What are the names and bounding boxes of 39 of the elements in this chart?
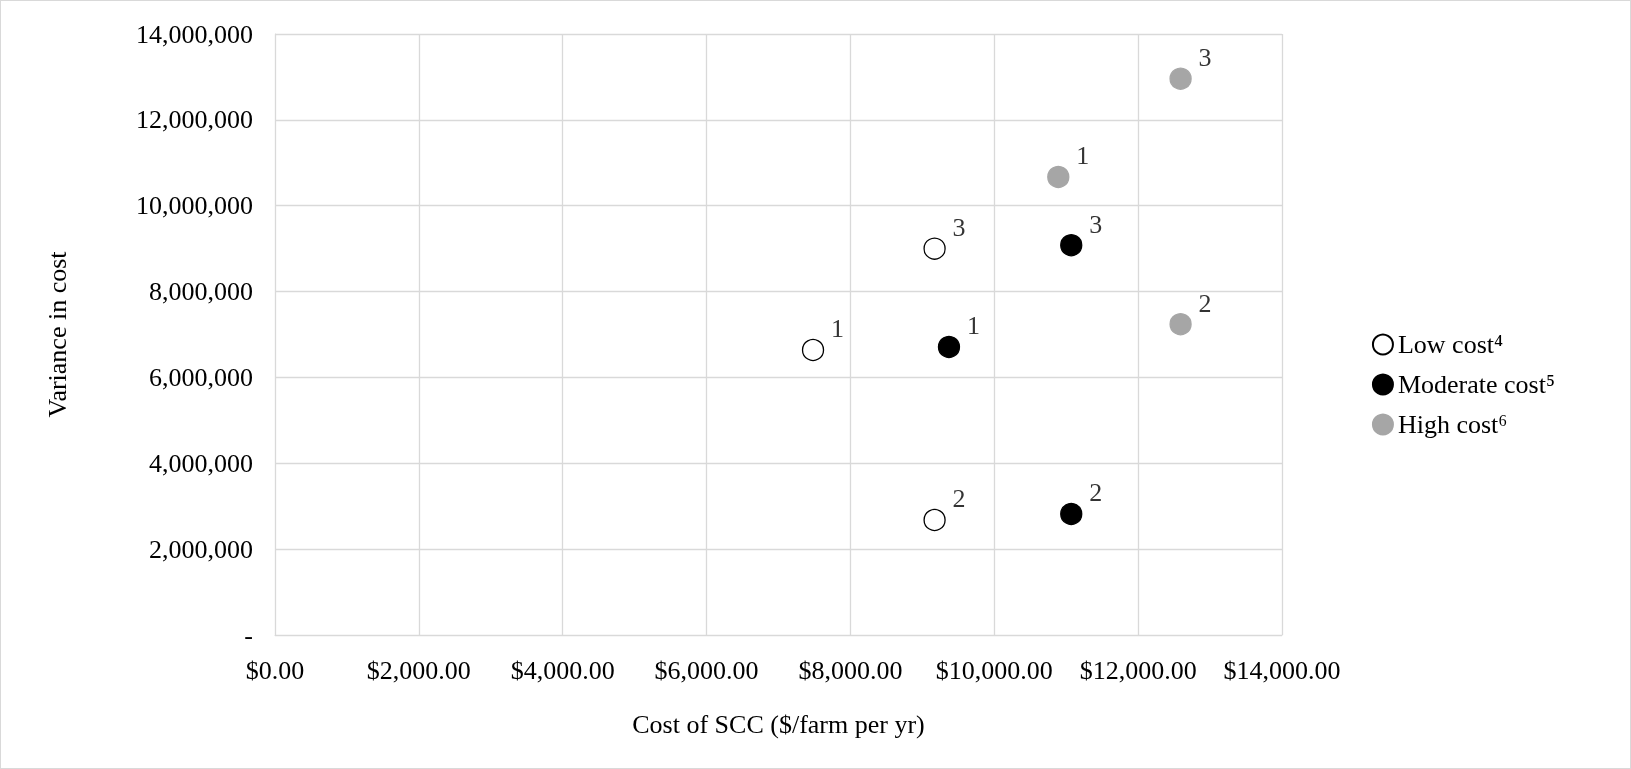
x-tick-label: $2,000.00 (366, 655, 471, 685)
point (937, 335, 961, 359)
x-tick-label: $6,000.00 (654, 655, 759, 685)
point (1060, 502, 1083, 526)
annotation: 1 (1076, 141, 1090, 171)
point (1060, 234, 1083, 257)
x-tick-label: $10,000.00 (935, 655, 1053, 685)
y-tick-label: 10,000,000 (136, 191, 253, 221)
annotation: 3 (1198, 43, 1212, 73)
annotation: 2 (1198, 288, 1212, 318)
y-tick-label: 2,000,000 (149, 534, 253, 564)
annotation: 1 (966, 311, 980, 341)
y-tick-label: 14,000,000 (136, 19, 253, 49)
annotation: 2 (1089, 478, 1103, 508)
x-axis-title: Cost of SCC ($/farm per yr) (632, 709, 925, 739)
y-tick-label: 6,000,000 (149, 362, 253, 392)
point (801, 338, 825, 362)
legend-label: High cost⁶ (1397, 410, 1508, 439)
y-tick-label: - (244, 620, 253, 650)
x-tick-label: $4,000.00 (510, 655, 615, 685)
y-tick-label: 8,000,000 (149, 277, 253, 307)
point (923, 508, 946, 532)
point (1047, 165, 1070, 189)
annotation: 1 (831, 314, 845, 344)
annotation: 3 (1089, 209, 1103, 239)
x-tick-label: $0.00 (245, 655, 305, 685)
y-axis-title: Variance in cost (42, 250, 72, 418)
x-tick-label: $12,000.00 (1079, 655, 1197, 685)
x-tick-label: $8,000.00 (798, 655, 903, 685)
y-tick-label: 12,000,000 (136, 105, 253, 135)
point (923, 237, 946, 260)
annotation: 3 (952, 213, 966, 243)
x-tick-label: $14,000.00 (1223, 655, 1341, 685)
legend-label: Moderate cost⁵ (1397, 370, 1556, 399)
annotation: 2 (952, 484, 966, 514)
point (1169, 67, 1192, 90)
y-tick-label: 4,000,000 (149, 448, 253, 478)
legend-label: Low cost⁴ (1397, 330, 1504, 359)
point (1169, 313, 1192, 336)
